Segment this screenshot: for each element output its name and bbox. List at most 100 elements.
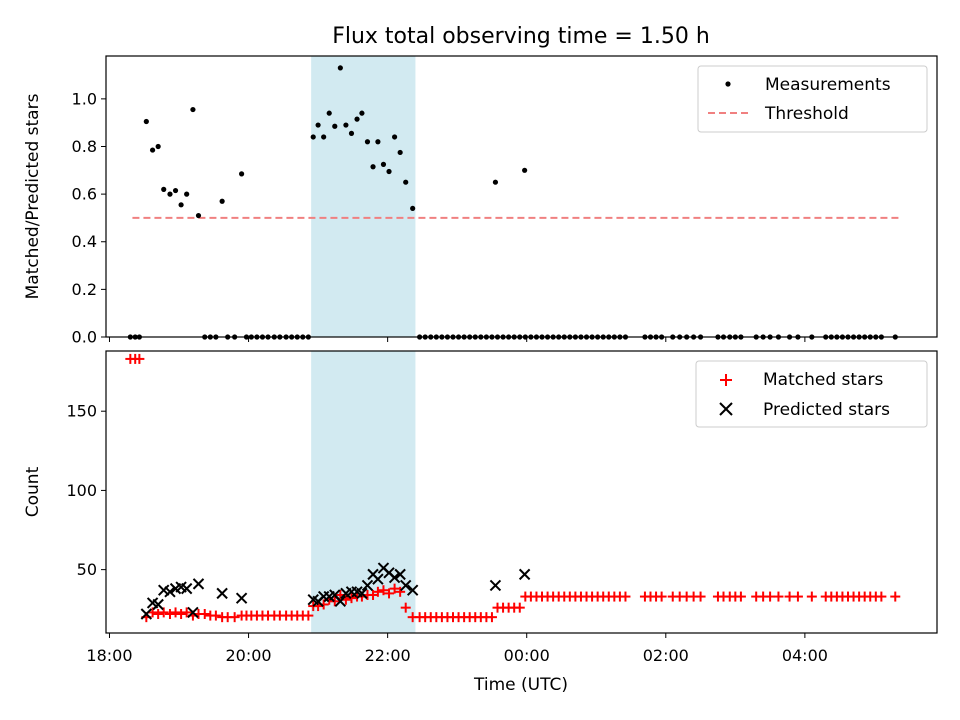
- x-tick-label: 20:00: [226, 646, 272, 665]
- matched-stars-point: [486, 612, 497, 623]
- predicted-stars-point: [372, 573, 384, 585]
- measurement-point: [184, 191, 190, 197]
- measurement-point: [354, 116, 360, 122]
- y-tick-label: 50: [77, 560, 97, 579]
- matched-stars-point: [384, 588, 395, 599]
- predicted-stars-point: [489, 579, 502, 592]
- legend-matched-label: Matched stars: [763, 370, 883, 390]
- predicted-stars-point: [388, 571, 401, 584]
- predicted-stars-point: [187, 606, 199, 619]
- measurement-point: [167, 191, 173, 197]
- measurement-point: [143, 118, 149, 125]
- predicted-stars-point: [356, 587, 368, 600]
- y-tick-label: 1.0: [72, 89, 97, 108]
- measurement-point: [155, 143, 161, 150]
- predicted-stars-point: [361, 579, 374, 592]
- matched-stars-point: [134, 353, 145, 364]
- y-tick-label: 0.4: [72, 232, 97, 251]
- matched-stars-point: [176, 608, 187, 619]
- matched-stars-point: [695, 591, 706, 602]
- measurement-point: [403, 179, 409, 185]
- predicted-stars-point: [400, 579, 412, 592]
- predicted-stars-point: [394, 568, 406, 581]
- x-tick-label: 02:00: [643, 646, 689, 665]
- matched-stars-point: [378, 585, 389, 596]
- y-tick-label: 100: [66, 481, 97, 500]
- count-points: [125, 353, 901, 623]
- y-tick-label: 0.0: [72, 328, 97, 347]
- x-tick-label: 18:00: [86, 646, 132, 665]
- measurement-point: [195, 212, 202, 219]
- measurement-point: [315, 122, 321, 128]
- measurement-point: [321, 134, 327, 140]
- predicted-stars-point: [334, 595, 347, 608]
- count-y-axis-label: Count: [23, 466, 43, 517]
- measurement-point: [386, 168, 392, 175]
- legend-measurements-label: Measurements: [765, 75, 891, 95]
- measurement-point: [239, 171, 245, 177]
- ratio-y-axis-label: Matched/Predicted stars: [23, 93, 43, 299]
- measurement-point: [172, 187, 179, 194]
- count-legend: Matched stars Predicted stars: [695, 360, 928, 428]
- measurement-point: [348, 130, 355, 136]
- count-y-ticks: 50 100 150: [66, 402, 106, 579]
- matched-stars-point: [395, 586, 406, 597]
- ratio-legend: Measurements Threshold: [697, 65, 928, 133]
- measurement-point: [219, 198, 225, 204]
- x-tick-label: 22:00: [365, 646, 411, 665]
- matched-stars-point: [773, 591, 784, 602]
- measurement-point: [492, 179, 499, 185]
- measurement-point: [370, 164, 376, 170]
- matched-stars-point: [806, 591, 817, 602]
- x-axis-label: Time (UTC): [473, 675, 568, 695]
- predicted-stars-point: [192, 578, 205, 590]
- measurement-point: [332, 123, 338, 129]
- y-tick-label: 0.2: [72, 280, 97, 299]
- matched-stars-point: [784, 591, 795, 602]
- matched-stars-point: [389, 583, 400, 594]
- predicted-stars-point: [235, 592, 248, 604]
- measurement-point: [522, 167, 528, 173]
- matched-stars-point: [876, 591, 887, 602]
- measurement-point: [391, 134, 398, 140]
- y-tick-label: 0.6: [72, 185, 97, 204]
- measurement-point: [161, 186, 167, 192]
- measurement-point: [337, 65, 343, 71]
- predicted-stars-point: [406, 584, 419, 596]
- matched-stars-point: [199, 608, 210, 619]
- count-x-ticks: 18:00 20:00 22:00 00:00 02:00 04:00: [86, 633, 828, 665]
- ratio-legend-box: [697, 65, 928, 133]
- y-tick-label: 0.8: [72, 137, 97, 156]
- measurement-point: [178, 202, 184, 208]
- observing-window-highlight-top: [311, 56, 416, 337]
- measurement-point: [380, 161, 387, 167]
- measurement-point: [310, 134, 316, 140]
- measurement-point: [190, 106, 196, 113]
- matched-stars-point: [170, 607, 181, 618]
- measurement-point: [375, 139, 381, 145]
- measurement-point: [410, 205, 416, 212]
- measurement-point: [397, 149, 403, 156]
- matched-stars-point: [620, 591, 631, 602]
- measurement-point: [343, 122, 349, 128]
- matched-stars-point: [656, 591, 667, 602]
- x-tick-label: 00:00: [504, 646, 550, 665]
- predicted-stars-point: [180, 582, 193, 595]
- legend-predicted-marker: [719, 402, 733, 416]
- predicted-stars-point: [216, 587, 228, 600]
- measurement-point: [326, 110, 332, 116]
- matched-stars-point: [313, 601, 324, 612]
- predicted-stars-point: [164, 586, 176, 598]
- matched-stars-point: [372, 586, 383, 597]
- ratio-y-ticks: 0.0 0.2 0.4 0.6 0.8 1.0: [72, 89, 106, 347]
- legend-matched-marker: [720, 374, 732, 386]
- y-tick-label: 150: [66, 402, 97, 421]
- matched-stars-point: [514, 602, 525, 613]
- measurement-point: [364, 139, 371, 145]
- matched-stars-point: [229, 612, 240, 623]
- legend-threshold-label: Threshold: [764, 104, 849, 124]
- matched-stars-point: [735, 591, 746, 602]
- x-tick-label: 04:00: [782, 646, 828, 665]
- matched-stars-point: [765, 591, 776, 602]
